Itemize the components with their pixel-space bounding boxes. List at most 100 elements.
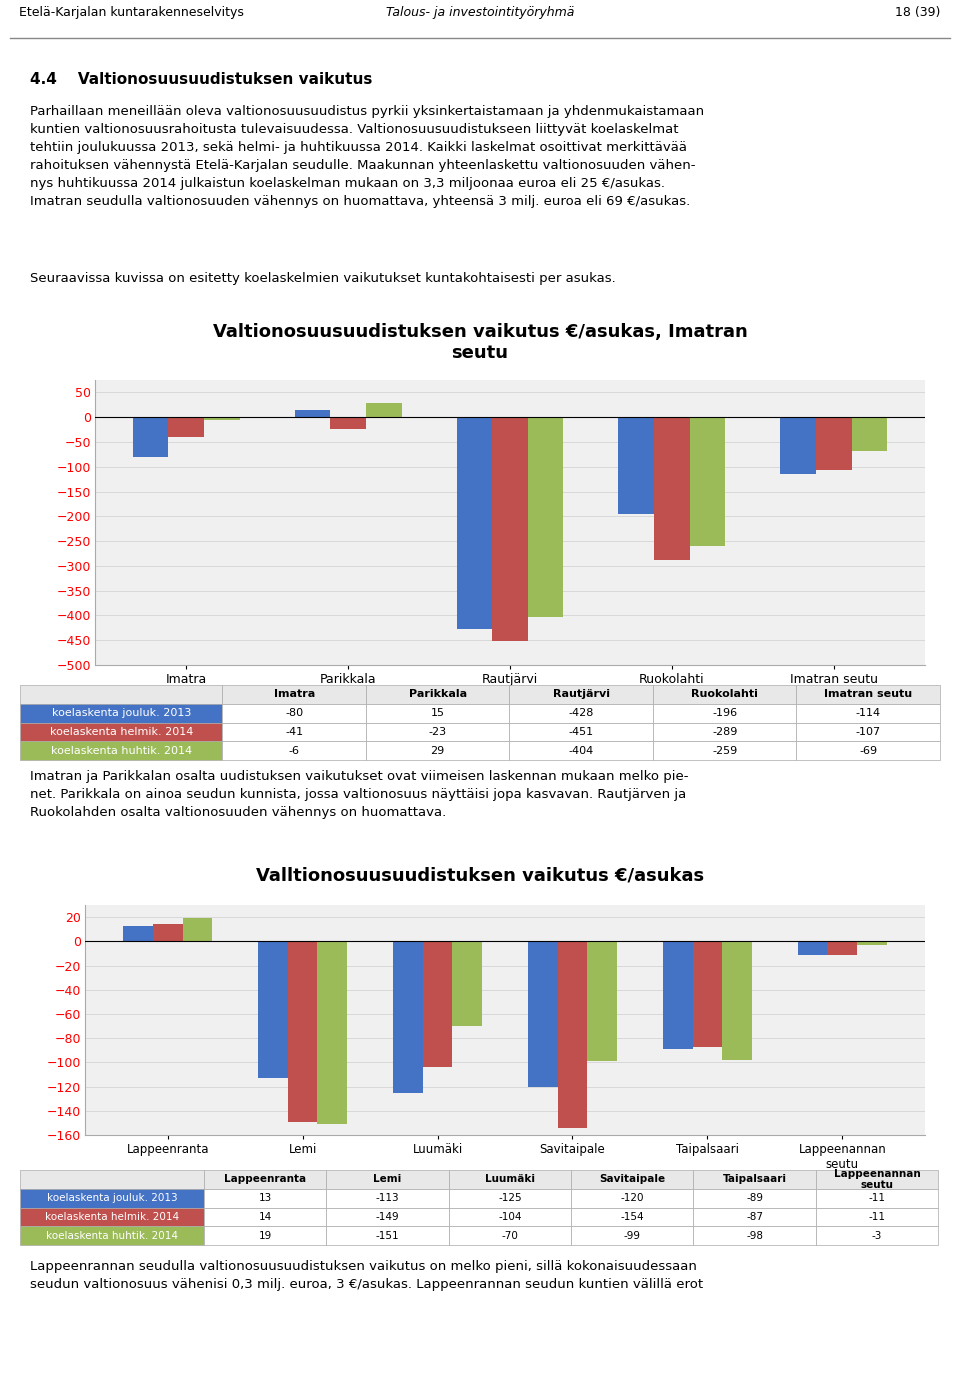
Text: koelaskenta helmik. 2014: koelaskenta helmik. 2014 — [45, 1212, 180, 1222]
Text: 18 (39): 18 (39) — [896, 6, 941, 19]
Text: Parhaillaan meneillään oleva valtionosuusuudistus pyrkii yksinkertaistamaan ja y: Parhaillaan meneillään oleva valtionosuu… — [30, 105, 704, 209]
Text: Valltionosuusuudistuksen vaikutus €/asukas: Valltionosuusuudistuksen vaikutus €/asuk… — [256, 867, 704, 884]
Bar — [797, 723, 940, 741]
Bar — [20, 1171, 204, 1189]
Bar — [204, 1208, 326, 1226]
Bar — [653, 723, 797, 741]
Bar — [857, 941, 887, 945]
Text: Seuraavissa kuvissa on esitetty koelaskelmien vaikutukset kuntakohtaisesti per a: Seuraavissa kuvissa on esitetty koelaske… — [30, 272, 615, 285]
Text: -23: -23 — [428, 727, 446, 737]
Bar — [168, 417, 204, 438]
Bar — [693, 1171, 816, 1189]
Text: Talous- ja investointityöryhmä: Talous- ja investointityöryhmä — [386, 6, 574, 19]
Text: -113: -113 — [375, 1193, 399, 1204]
Text: -428: -428 — [568, 708, 594, 719]
Bar — [653, 741, 797, 760]
Bar — [852, 417, 887, 452]
Bar — [366, 741, 510, 760]
Bar — [20, 741, 223, 760]
Bar — [20, 703, 223, 723]
Text: -120: -120 — [620, 1193, 644, 1204]
Bar — [510, 723, 653, 741]
Text: 29: 29 — [430, 746, 444, 756]
Text: Imatran ja Parikkalan osalta uudistuksen vaikutukset ovat viimeisen laskennan mu: Imatran ja Parikkalan osalta uudistuksen… — [30, 770, 688, 820]
Bar — [223, 685, 366, 703]
Bar — [393, 941, 422, 1093]
Text: -114: -114 — [855, 708, 881, 719]
Bar — [654, 417, 689, 561]
Text: koelaskenta helmik. 2014: koelaskenta helmik. 2014 — [50, 727, 193, 737]
Bar — [20, 1208, 204, 1226]
Bar — [223, 703, 366, 723]
Text: Lappeenrannan seudulla valtionosuusuudistuksen vaikutus on melko pieni, sillä ko: Lappeenrannan seudulla valtionosuusuudis… — [30, 1260, 703, 1291]
Bar — [326, 1171, 448, 1189]
Text: -11: -11 — [869, 1193, 885, 1204]
Bar — [366, 402, 401, 417]
Bar — [330, 417, 366, 428]
Text: Imatran seutu: Imatran seutu — [825, 690, 912, 699]
Bar — [366, 685, 510, 703]
Bar — [288, 941, 318, 1122]
Text: -41: -41 — [285, 727, 303, 737]
Bar — [571, 1226, 693, 1245]
Text: 14: 14 — [258, 1212, 272, 1222]
Text: Luumäki: Luumäki — [485, 1175, 535, 1184]
Bar — [692, 941, 722, 1046]
Bar — [182, 918, 212, 941]
Bar — [797, 703, 940, 723]
Bar — [571, 1189, 693, 1208]
Bar — [223, 741, 366, 760]
Text: 15: 15 — [431, 708, 444, 719]
Bar — [510, 685, 653, 703]
Bar — [258, 941, 288, 1078]
Bar — [366, 703, 510, 723]
Bar — [452, 941, 482, 1025]
Bar — [318, 941, 348, 1124]
Text: 19: 19 — [258, 1230, 272, 1241]
Bar — [816, 1226, 938, 1245]
Bar — [816, 1171, 938, 1189]
Bar — [448, 1208, 571, 1226]
Bar — [653, 703, 797, 723]
Bar — [448, 1226, 571, 1245]
Bar — [20, 1189, 204, 1208]
Text: Rautjärvi: Rautjärvi — [553, 690, 610, 699]
Bar — [295, 409, 330, 417]
Bar — [528, 417, 564, 618]
Bar — [510, 703, 653, 723]
Text: -259: -259 — [712, 746, 737, 756]
Bar — [457, 417, 492, 629]
Bar — [448, 1189, 571, 1208]
Text: -70: -70 — [501, 1230, 518, 1241]
Bar — [326, 1208, 448, 1226]
Text: -154: -154 — [620, 1212, 644, 1222]
Bar — [693, 1208, 816, 1226]
Text: koelaskenta jouluk. 2013: koelaskenta jouluk. 2013 — [52, 708, 191, 719]
Bar — [204, 1189, 326, 1208]
Bar — [816, 1208, 938, 1226]
Text: 13: 13 — [258, 1193, 272, 1204]
Bar — [20, 685, 223, 703]
Text: Valtionosuusuudistuksen vaikutus €/asukas, Imatran
seutu: Valtionosuusuudistuksen vaikutus €/asuka… — [212, 323, 748, 362]
Text: Ruokolahti: Ruokolahti — [691, 690, 758, 699]
Text: koelaskenta huhtik. 2014: koelaskenta huhtik. 2014 — [51, 746, 192, 756]
Bar — [828, 941, 857, 955]
Text: 4.4    Valtionosuusuudistuksen vaikutus: 4.4 Valtionosuusuudistuksen vaikutus — [30, 72, 372, 87]
Bar — [510, 741, 653, 760]
Bar — [571, 1171, 693, 1189]
Text: Parikkala: Parikkala — [409, 690, 467, 699]
Bar — [326, 1189, 448, 1208]
Bar — [204, 417, 240, 420]
Bar — [204, 1171, 326, 1189]
Text: -289: -289 — [712, 727, 737, 737]
Text: -104: -104 — [498, 1212, 521, 1222]
Bar — [571, 1208, 693, 1226]
Text: Lemi: Lemi — [373, 1175, 401, 1184]
Bar — [20, 1226, 204, 1245]
Bar — [588, 941, 617, 1061]
Bar — [448, 1171, 571, 1189]
Bar — [204, 1226, 326, 1245]
Bar — [528, 941, 558, 1086]
Bar — [693, 1226, 816, 1245]
Bar — [797, 741, 940, 760]
